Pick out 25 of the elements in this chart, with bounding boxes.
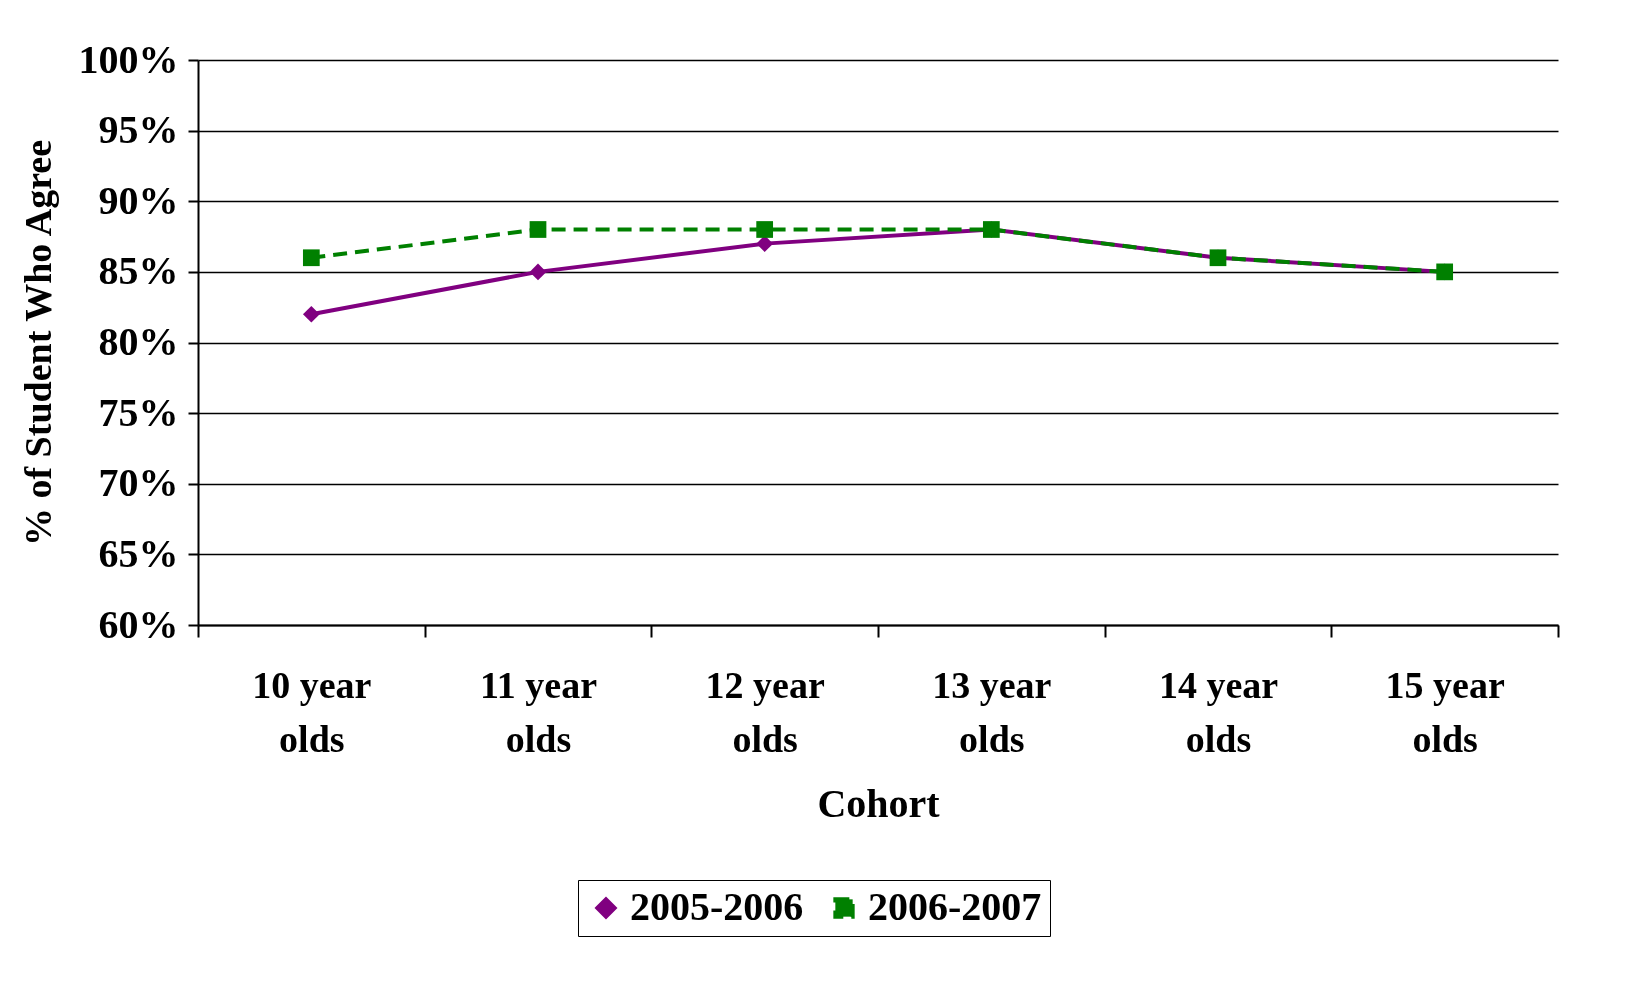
legend-label: 2005-2006	[630, 884, 804, 929]
x-tick-label: 11 year olds	[479, 663, 598, 760]
point	[529, 263, 547, 281]
y-tick-label: 100%	[78, 36, 179, 82]
point	[302, 249, 320, 267]
y-tick-label: 65%	[98, 530, 179, 576]
x-tick-label: 12 year olds	[705, 663, 825, 760]
y-tick-label: 60%	[98, 601, 179, 647]
y-tick-label: 80%	[98, 319, 179, 364]
x-tick-label: 13 year olds	[932, 663, 1052, 760]
y-tick-label: 70%	[98, 460, 179, 506]
point	[756, 221, 774, 238]
x-axis-title: Cohort	[817, 780, 941, 826]
x-tick-label: 10 year olds	[252, 663, 372, 760]
point	[302, 305, 320, 323]
y-tick-label: 85%	[98, 248, 179, 294]
legend-label: 2006-2007	[868, 884, 1042, 929]
point	[756, 235, 774, 252]
y-tick-label: 95%	[98, 107, 179, 153]
y-axis-title: % of Student Who Agree	[16, 139, 59, 547]
y-tick-label: 90%	[98, 177, 179, 223]
x-tick-label: 14 year olds	[1158, 663, 1279, 760]
y-tick-label: 75%	[98, 389, 179, 435]
point	[529, 221, 547, 238]
x-tick-label: 15 year olds	[1385, 663, 1505, 760]
